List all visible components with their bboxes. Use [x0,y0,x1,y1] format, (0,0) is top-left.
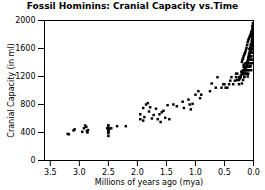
svg-text:400: 400 [20,128,35,137]
svg-text:3.0: 3.0 [73,168,86,177]
svg-text:2.0: 2.0 [131,168,144,177]
svg-text:2000: 2000 [15,16,35,25]
svg-text:Cranial Capacity (in ml): Cranial Capacity (in ml) [7,43,16,137]
svg-text:3.5: 3.5 [44,168,57,177]
svg-text:Millions of years ago (mya): Millions of years ago (mya) [95,178,203,187]
svg-text:1.0: 1.0 [189,168,202,177]
svg-text:800: 800 [20,100,35,109]
html-text:Fossil Hominins: Cranial Capac: Fossil Hominins: Cranial Capacity vs.Tim… [26,1,239,11]
svg-text:0.5: 0.5 [218,168,231,177]
svg-text:1.5: 1.5 [160,168,173,177]
svg-text:1200: 1200 [15,72,35,81]
svg-text:0.0: 0.0 [247,168,260,177]
svg-text:1600: 1600 [15,44,35,53]
svg-text:2.5: 2.5 [102,168,115,177]
svg-text:0: 0 [30,156,35,165]
